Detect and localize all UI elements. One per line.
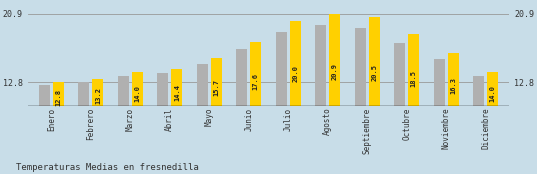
Bar — [487, 72, 498, 106]
Bar — [53, 82, 64, 106]
Text: 17.6: 17.6 — [253, 73, 259, 90]
Text: 12.8: 12.8 — [55, 89, 61, 106]
Text: 14.0: 14.0 — [134, 85, 140, 102]
Text: Temperaturas Medias en fresnedilla: Temperaturas Medias en fresnedilla — [16, 163, 199, 172]
Text: 18.5: 18.5 — [411, 70, 417, 87]
Bar — [433, 59, 445, 106]
Bar — [171, 69, 183, 106]
Bar — [329, 14, 340, 106]
Text: 15.7: 15.7 — [213, 79, 220, 96]
Bar — [290, 21, 301, 106]
Bar — [369, 17, 380, 106]
Bar — [250, 42, 262, 106]
Bar — [275, 32, 287, 106]
Bar — [473, 76, 484, 106]
Bar — [211, 58, 222, 106]
Bar — [236, 49, 247, 106]
Text: 13.2: 13.2 — [95, 87, 101, 104]
Bar — [132, 72, 143, 106]
Bar — [39, 85, 50, 106]
Text: 14.0: 14.0 — [490, 85, 496, 102]
Bar — [408, 34, 419, 106]
Bar — [118, 76, 129, 106]
Text: 14.4: 14.4 — [174, 84, 180, 101]
Bar — [197, 64, 208, 106]
Bar — [315, 25, 326, 106]
Bar — [92, 79, 104, 106]
Bar — [78, 82, 89, 106]
Bar — [157, 73, 168, 106]
Text: 20.5: 20.5 — [371, 64, 378, 81]
Text: 20.0: 20.0 — [292, 65, 299, 82]
Text: 16.3: 16.3 — [451, 77, 456, 94]
Text: 20.9: 20.9 — [332, 63, 338, 80]
Bar — [354, 28, 366, 106]
Bar — [394, 43, 405, 106]
Bar — [448, 53, 459, 106]
